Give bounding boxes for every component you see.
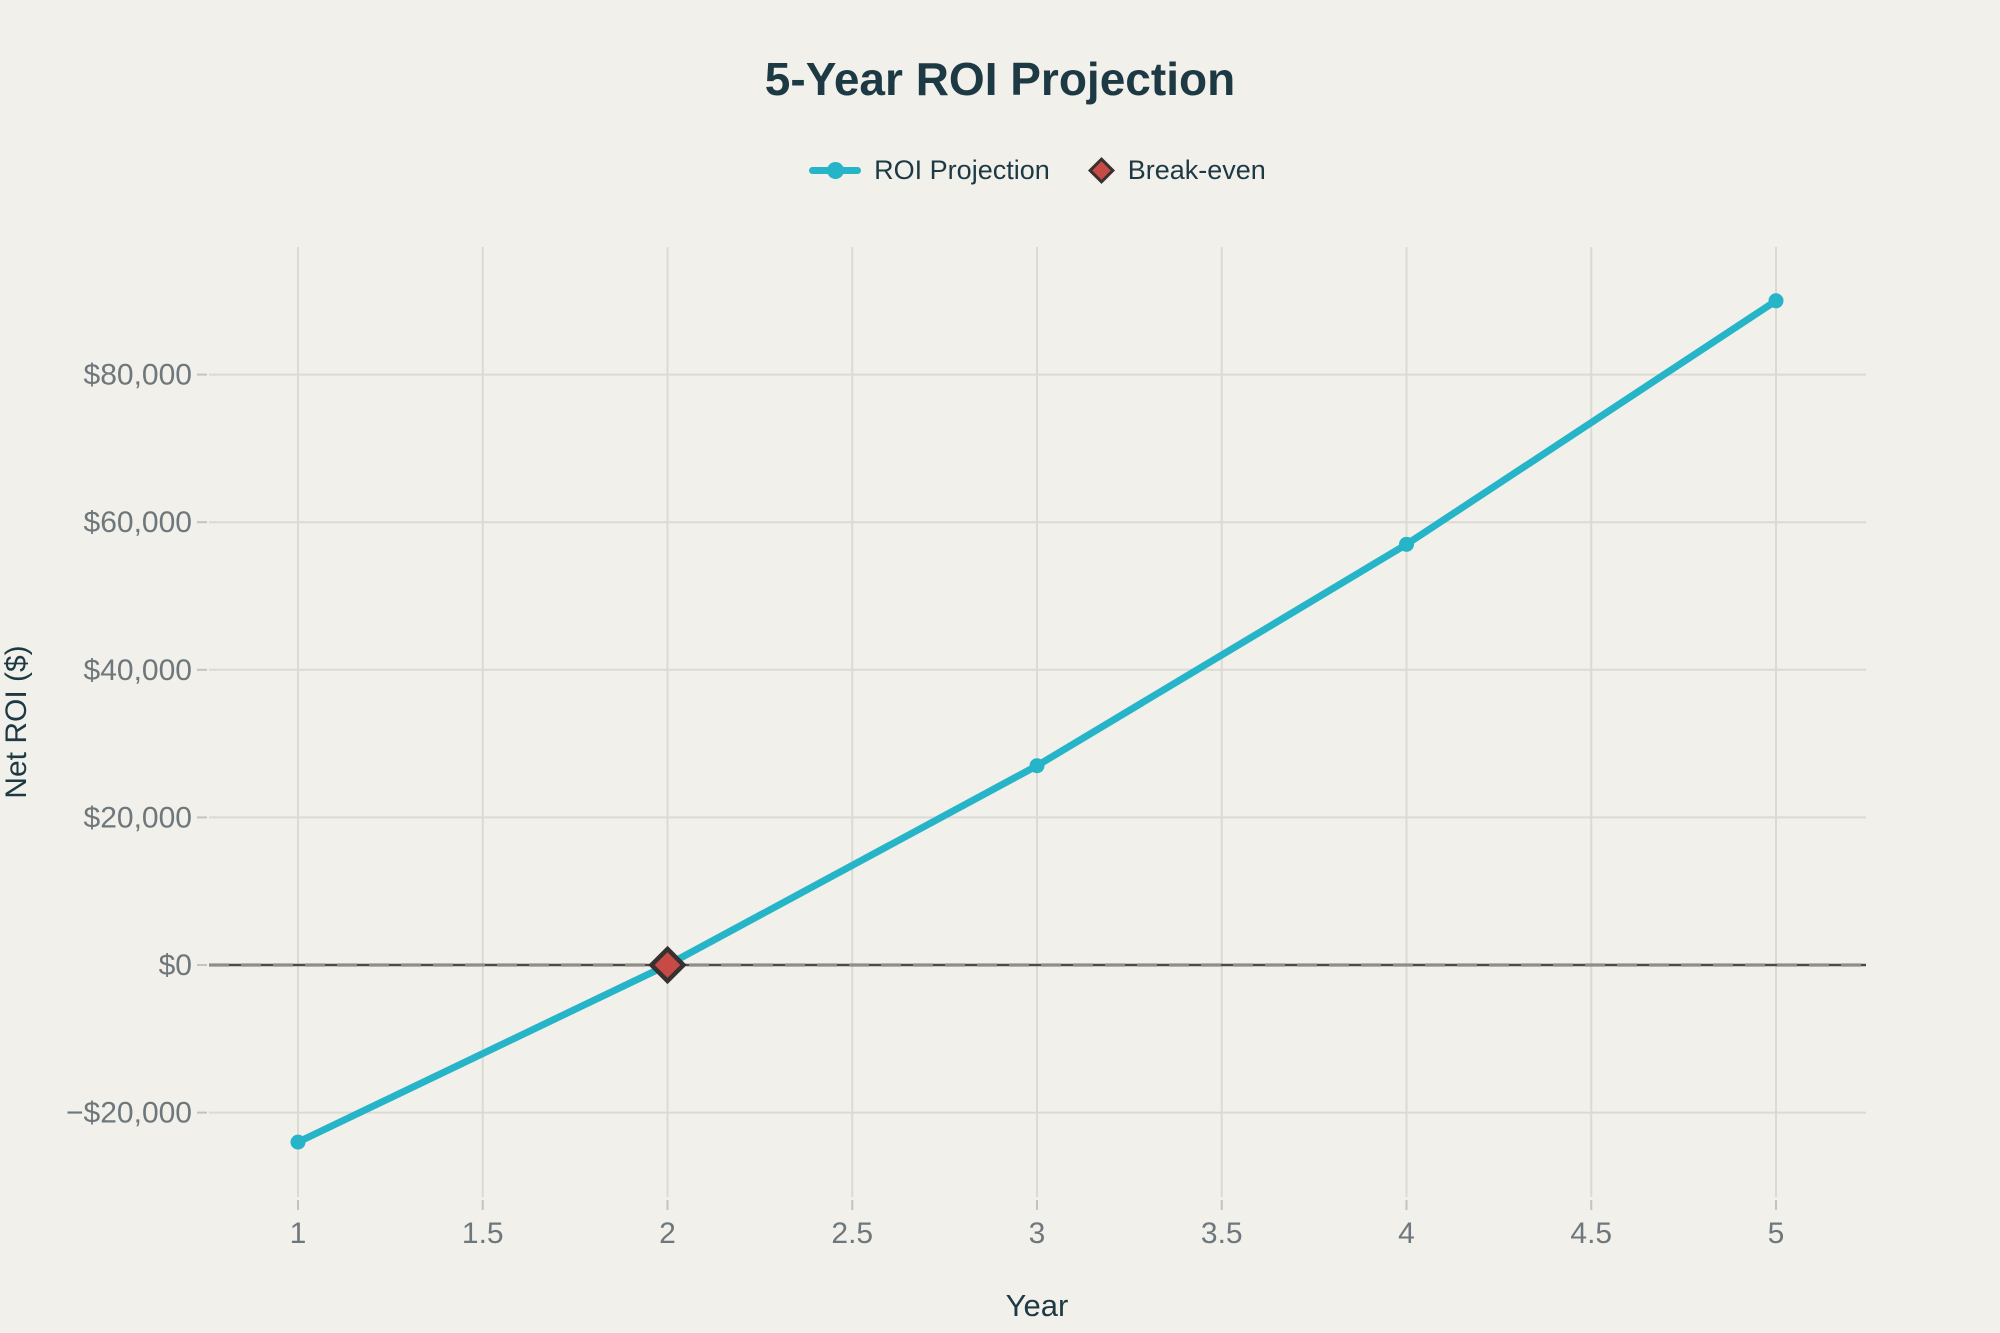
x-tick-label: 2.5 (831, 1217, 873, 1250)
x-tick-label: 1.5 (462, 1217, 504, 1250)
x-tick-label: 2 (659, 1217, 676, 1250)
x-tick-label: 4.5 (1570, 1217, 1612, 1250)
legend-item-roi-projection: ROI Projection (809, 155, 1050, 186)
x-tick-label: 3.5 (1201, 1217, 1243, 1250)
legend-line-dot-icon (826, 161, 844, 179)
x-tick-label: 5 (1768, 1217, 1785, 1250)
x-axis-title: Year (1005, 1288, 1069, 1323)
roi-data-point (1399, 536, 1414, 552)
legend-label-break-even: Break-even (1127, 154, 1266, 185)
legend-line-swatch-icon (809, 161, 862, 179)
y-tick-label: −$20,000 (66, 1097, 192, 1130)
x-tick-label: 3 (1029, 1217, 1046, 1250)
legend-item-break-even: Break-even (1087, 154, 1266, 186)
legend: ROI Projection Break-even (209, 148, 1866, 192)
break-even-marker (648, 945, 687, 985)
y-tick-label: $60,000 (84, 506, 192, 539)
y-tick-label: $20,000 (84, 801, 192, 834)
roi-data-point (1768, 293, 1784, 309)
roi-data-point (1029, 758, 1045, 774)
y-tick-label: $80,000 (84, 359, 192, 392)
y-tick-label: $40,000 (84, 654, 192, 687)
roi-data-point (290, 1134, 306, 1150)
y-tick-label: $0 (159, 949, 192, 982)
x-tick-label: 4 (1398, 1217, 1415, 1250)
legend-label-roi-projection: ROI Projection (874, 154, 1050, 185)
chart-title: 5-Year ROI Projection (764, 53, 1236, 105)
x-tick-label: 1 (290, 1217, 307, 1250)
